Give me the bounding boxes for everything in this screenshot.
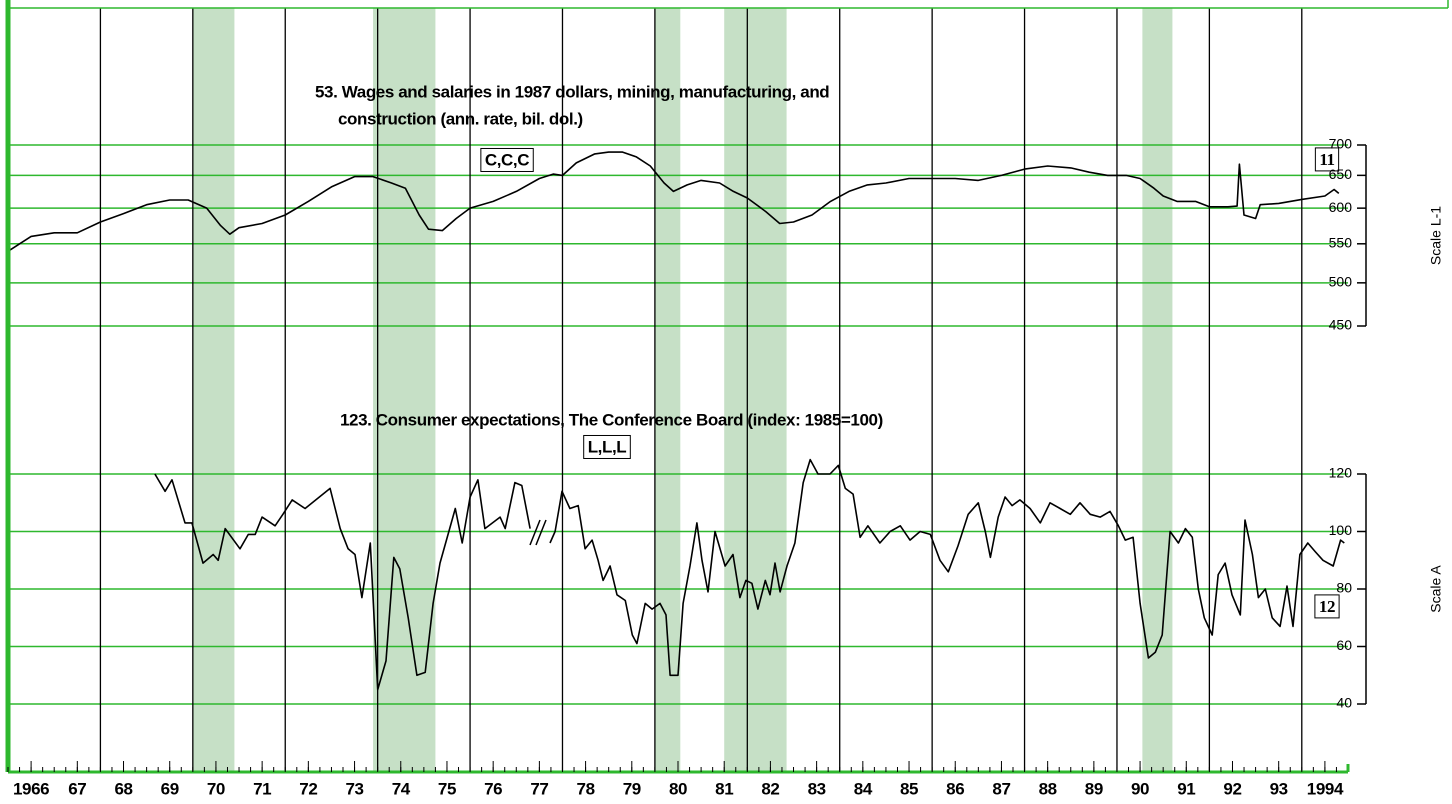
x-tick-label: 77 <box>530 779 548 798</box>
annotation: 12 <box>1319 597 1335 616</box>
break-mark <box>529 519 541 546</box>
x-tick-label: 85 <box>900 779 918 798</box>
x-tick-label: 70 <box>207 779 225 798</box>
y-tick-label: 600 <box>1329 199 1353 215</box>
y-tick-label: 80 <box>1336 580 1352 596</box>
y-tick-label: 550 <box>1329 234 1353 250</box>
chart-title: construction (ann. rate, bil. dol.) <box>338 109 583 128</box>
x-tick-label: 75 <box>438 779 456 798</box>
background <box>8 8 1348 772</box>
x-tick-label: 74 <box>392 779 411 798</box>
annotation: 11 <box>1319 150 1334 169</box>
recession-band <box>373 8 436 772</box>
y-tick-label: 100 <box>1329 522 1353 538</box>
y-tick-label: 500 <box>1329 274 1353 290</box>
recession-band <box>724 8 787 772</box>
x-tick-label: 68 <box>114 779 132 798</box>
recession-band <box>192 8 235 772</box>
x-tick-label: 83 <box>808 779 826 798</box>
x-tick-label: 90 <box>1131 779 1149 798</box>
x-tick-label: 80 <box>669 779 687 798</box>
annotation: L,L,L <box>588 437 627 456</box>
x-tick-label: 67 <box>68 779 86 798</box>
chart-title: 53. Wages and salaries in 1987 dollars, … <box>315 82 829 101</box>
x-tick-label: 73 <box>345 779 363 798</box>
data-line <box>7 151 1340 252</box>
x-tick-label: 88 <box>1039 779 1057 798</box>
x-tick-label: 87 <box>992 779 1010 798</box>
x-tick-label: 76 <box>484 779 502 798</box>
data-line <box>154 458 1345 691</box>
x-tick-label: 86 <box>946 779 964 798</box>
y-tick-label: 650 <box>1329 166 1353 182</box>
x-tick-label: 1994 <box>1307 779 1344 798</box>
x-tick-label: 1966 <box>13 779 49 798</box>
y-tick-label: 120 <box>1329 465 1353 481</box>
break-mark <box>535 519 547 546</box>
x-tick-label: 92 <box>1223 779 1241 798</box>
x-tick-label: 79 <box>623 779 641 798</box>
x-tick-label: 91 <box>1177 779 1195 798</box>
x-tick-label: 69 <box>161 779 179 798</box>
annotation: C,C,C <box>485 150 529 169</box>
y-tick-label: 40 <box>1336 695 1352 711</box>
y-axis-label: Scale L-1 <box>1428 206 1444 265</box>
annotation-box <box>480 147 534 172</box>
y-tick-label: 60 <box>1336 637 1352 653</box>
y-axis-label: Scale A <box>1428 565 1444 613</box>
y-tick-label: 450 <box>1329 317 1353 333</box>
x-tick-label: 72 <box>299 779 317 798</box>
x-tick-label: 82 <box>761 779 779 798</box>
annotation-box <box>583 434 631 459</box>
x-tick-label: 89 <box>1085 779 1103 798</box>
x-tick-label: 93 <box>1270 779 1288 798</box>
annotation-box <box>1314 147 1340 172</box>
x-tick-label: 81 <box>715 779 733 798</box>
chart-title: 123. Consumer expectations, The Conferen… <box>340 410 883 429</box>
recession-band <box>654 8 681 772</box>
annotation-box <box>1314 594 1340 619</box>
x-tick-label: 84 <box>854 779 873 798</box>
x-tick-label: 78 <box>577 779 595 798</box>
x-tick-label: 71 <box>253 779 271 798</box>
recession-band <box>1142 8 1173 772</box>
